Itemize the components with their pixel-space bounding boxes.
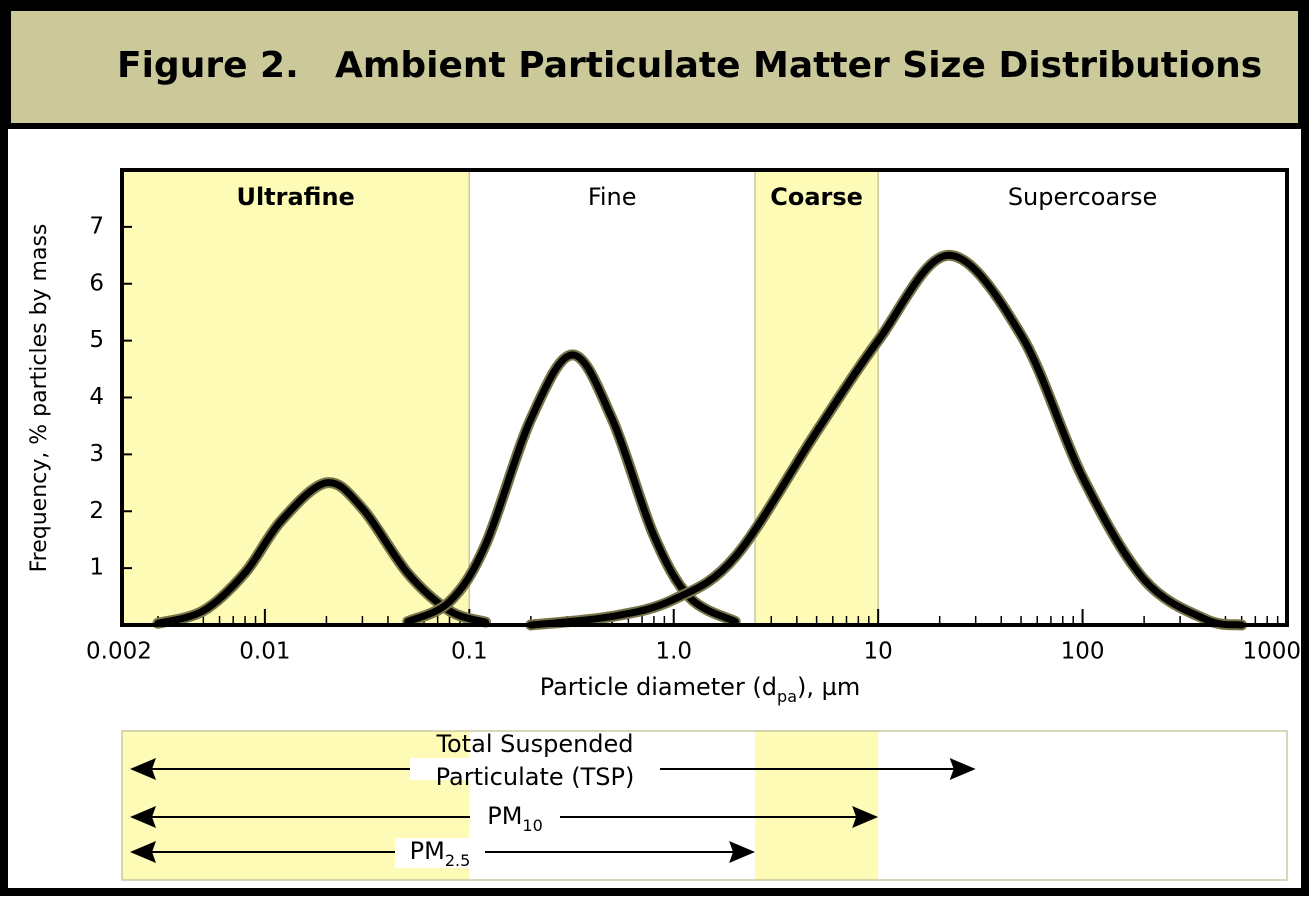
region-band <box>878 170 1287 625</box>
y-tick-label: 6 <box>89 270 104 296</box>
y-tick-label: 7 <box>89 213 104 239</box>
y-tick-label: 3 <box>89 441 104 467</box>
arrow-head-left <box>130 806 156 828</box>
arrow-head-left <box>130 841 156 863</box>
region-label: Supercoarse <box>1008 183 1158 211</box>
x-label-sub: pa <box>777 687 797 706</box>
plot-frame <box>120 168 1289 627</box>
arrow-head-right <box>852 806 879 828</box>
y-tick-label: 1 <box>89 555 104 581</box>
range-sub: 10 <box>522 816 542 835</box>
x-axis-label: Particle diameter (dpa), µm <box>540 673 861 706</box>
y-tick-label: 2 <box>89 498 104 524</box>
range-name: PM <box>487 802 522 830</box>
range-frame <box>121 730 1288 881</box>
x-tick-label: 0.01 <box>239 639 290 665</box>
figure-label: Figure 2. <box>117 45 299 86</box>
x-tick-label: 0.1 <box>451 639 488 665</box>
x-tick-label: 0.002 <box>86 639 152 665</box>
y-axis-label: Frequency, % particles by mass <box>27 224 52 573</box>
region-band <box>469 170 756 625</box>
range-label: Total Suspended <box>435 730 633 758</box>
x-tick-label: 1.0 <box>655 639 692 665</box>
curve <box>527 251 1246 629</box>
region-label: Fine <box>588 183 637 211</box>
region-label: Coarse <box>770 183 863 211</box>
range-label-bg <box>410 758 660 780</box>
y-tick-label: 4 <box>89 384 104 410</box>
region-band <box>755 170 879 625</box>
arrow-head-right <box>729 841 756 863</box>
x-label-text: Particle diameter (d <box>540 673 777 701</box>
curve <box>404 351 739 626</box>
arrow-head-left <box>130 758 156 780</box>
range-name: PM <box>410 837 445 865</box>
range-label: PM2.5 <box>410 837 471 870</box>
range-band <box>755 731 879 880</box>
region-band <box>122 170 470 625</box>
arrow-head-right <box>949 758 976 780</box>
range-label: Particulate (TSP) <box>436 763 635 791</box>
range-label-bg <box>395 838 485 868</box>
range-label: PM10 <box>487 802 543 835</box>
region-label: Ultrafine <box>236 183 354 211</box>
range-label-bg <box>470 803 560 833</box>
curve <box>154 479 489 627</box>
x-tick-label: 1000 <box>1242 639 1301 665</box>
y-tick-label: 5 <box>89 327 104 353</box>
chart-title: Ambient Particulate Matter Size Distribu… <box>335 45 1262 86</box>
header-band <box>5 5 1304 129</box>
range-sub: 2.5 <box>445 851 470 870</box>
x-tick-label: 10 <box>864 639 893 665</box>
x-label-tail: ), µm <box>797 673 860 701</box>
x-tick-label: 100 <box>1061 639 1105 665</box>
